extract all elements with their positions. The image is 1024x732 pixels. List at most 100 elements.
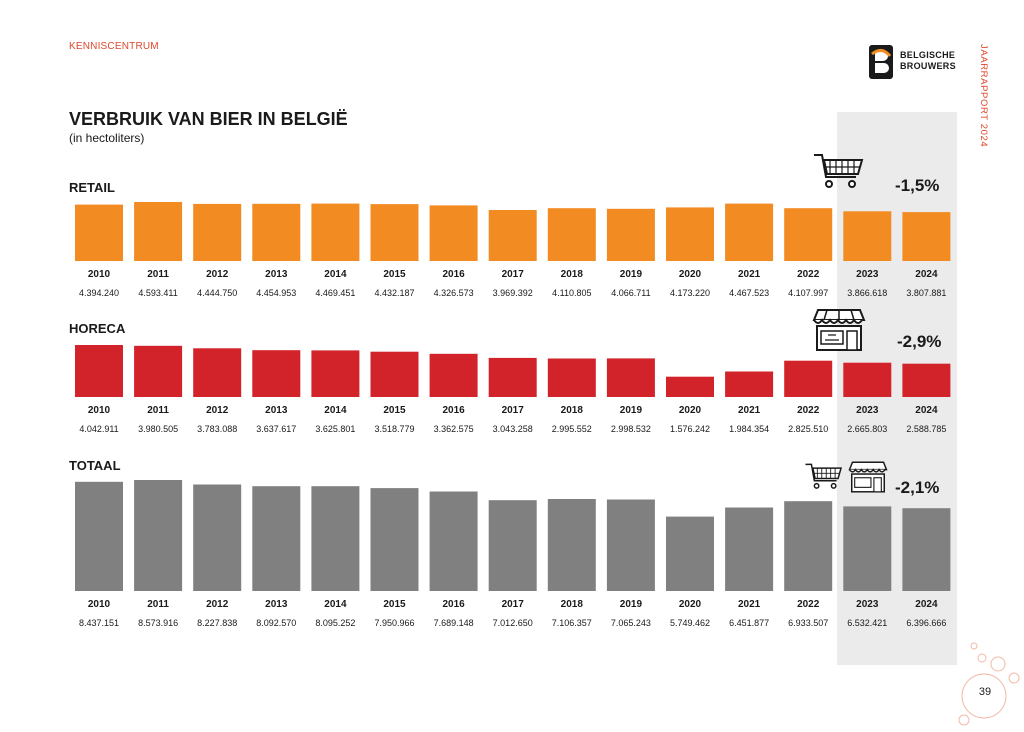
- horeca-year-label-2016: 2016: [442, 405, 465, 416]
- totaal-bar-2023: [843, 506, 892, 591]
- retail-value-label-2012: 4.444.750: [197, 288, 237, 298]
- logo-line-2: BROUWERS: [900, 61, 956, 71]
- totaal-value-label-2013: 8.092.570: [256, 618, 296, 628]
- horeca-value-label-2020: 1.576.242: [670, 424, 710, 434]
- retail-value-label-2011: 4.593.411: [138, 288, 177, 298]
- retail-year-label-2022: 2022: [797, 269, 820, 280]
- totaal-value-label-2021: 6.451.877: [729, 618, 769, 628]
- retail-bar-2016: [429, 205, 478, 261]
- totaal-value-label-2022: 6.933.507: [788, 618, 828, 628]
- storefront-small-icon: [848, 461, 888, 493]
- horeca-value-label-2016: 3.362.575: [434, 424, 474, 434]
- retail-bar-2013: [252, 203, 301, 261]
- horeca-value-label-2017: 3.043.258: [493, 424, 533, 434]
- decorative-circles-icon: [958, 642, 1020, 726]
- retail-value-label-2017: 3.969.392: [493, 288, 533, 298]
- retail-change: -1,5%: [895, 176, 940, 195]
- totaal-year-label-2016: 2016: [442, 599, 465, 610]
- totaal-year-label-2012: 2012: [206, 599, 229, 610]
- totaal-year-label-2011: 2011: [147, 599, 169, 610]
- header-label: KENNISCENTRUM: [69, 41, 159, 52]
- cart-icon: [805, 463, 843, 489]
- totaal-bar-2021: [725, 507, 774, 591]
- horeca-bar-2019: [606, 358, 655, 397]
- horeca-year-label-2022: 2022: [797, 405, 820, 416]
- horeca-bar-2010: [75, 345, 123, 397]
- horeca-year-label-2021: 2021: [738, 405, 761, 416]
- horeca-value-label-2024: 2.588.785: [906, 424, 946, 434]
- retail-year-label-2023: 2023: [856, 269, 879, 280]
- totaal-value-label-2023: 6.532.421: [847, 618, 887, 628]
- totaal-bar-2017: [488, 500, 537, 591]
- retail-value-label-2022: 4.107.997: [788, 288, 828, 298]
- horeca-year-label-2018: 2018: [561, 405, 584, 416]
- retail-value-label-2023: 3.866.618: [847, 288, 887, 298]
- horeca-year-label-2015: 2015: [383, 405, 406, 416]
- totaal-value-label-2015: 7.950.966: [374, 618, 414, 628]
- horeca-value-label-2011: 3.980.505: [138, 424, 178, 434]
- horeca-bar-2021: [725, 371, 774, 397]
- totaal-label: TOTAAL: [69, 458, 121, 473]
- retail-bar-2019: [606, 208, 655, 261]
- horeca-value-label-2019: 2.998.532: [611, 424, 651, 434]
- retail-bar-2012: [193, 203, 242, 261]
- retail-bar-2015: [370, 204, 419, 261]
- retail-bar-2021: [725, 203, 774, 261]
- totaal-bar-2022: [784, 501, 833, 591]
- totaal-bar-2010: [75, 481, 123, 591]
- totaal-year-label-2017: 2017: [502, 599, 525, 610]
- horeca-bar-2012: [193, 348, 242, 397]
- horeca-year-label-2020: 2020: [679, 405, 702, 416]
- horeca-year-label-2023: 2023: [856, 405, 879, 416]
- retail-year-label-2011: 2011: [147, 269, 169, 280]
- retail-value-label-2021: 4.467.523: [729, 288, 769, 298]
- totaal-value-label-2018: 7.106.357: [552, 618, 592, 628]
- page-title: VERBRUIK VAN BIER IN BELGIË: [69, 109, 348, 129]
- retail-value-label-2015: 4.432.187: [374, 288, 414, 298]
- horeca-bar-2020: [666, 376, 714, 397]
- totaal-value-label-2012: 8.227.838: [197, 618, 237, 628]
- totaal-year-label-2018: 2018: [561, 599, 584, 610]
- horeca-change: -2,9%: [897, 332, 942, 351]
- storefront-icon: [812, 309, 866, 351]
- retail-value-label-2016: 4.326.573: [434, 288, 474, 298]
- totaal-value-label-2020: 5.749.462: [670, 618, 710, 628]
- totaal-bar-2012: [193, 484, 242, 591]
- totaal-value-label-2024: 6.396.666: [906, 618, 946, 628]
- totaal-bar-2016: [429, 491, 478, 591]
- horeca-value-label-2023: 2.665.803: [847, 424, 887, 434]
- retail-value-label-2018: 4.110.805: [552, 288, 591, 298]
- totaal-value-label-2010: 8.437.151: [79, 618, 119, 628]
- horeca-year-label-2010: 2010: [88, 405, 111, 416]
- totaal-bar-2015: [370, 488, 419, 591]
- page-subtitle: (in hectoliters): [69, 131, 145, 145]
- horeca-year-label-2019: 2019: [620, 405, 643, 416]
- logo-text: BELGISCHE BROUWERS: [900, 50, 956, 72]
- totaal-year-label-2013: 2013: [265, 599, 288, 610]
- totaal-change: -2,1%: [895, 478, 940, 497]
- horeca-year-label-2013: 2013: [265, 405, 288, 416]
- horeca-bar-2014: [311, 350, 360, 397]
- retail-year-label-2024: 2024: [915, 269, 938, 280]
- retail-year-label-2020: 2020: [679, 269, 702, 280]
- side-label: JAARRAPPORT 2024: [978, 44, 989, 148]
- horeca-bar-2018: [547, 358, 596, 397]
- horeca-bar-2017: [488, 357, 537, 397]
- logo-line-1: BELGISCHE: [900, 50, 956, 60]
- totaal-year-label-2019: 2019: [620, 599, 643, 610]
- horeca-value-label-2018: 2.995.552: [552, 424, 592, 434]
- horeca-bar-2015: [370, 351, 419, 397]
- totaal-year-label-2010: 2010: [88, 599, 111, 610]
- horeca-bar-2022: [784, 360, 833, 397]
- retail-year-label-2015: 2015: [383, 269, 406, 280]
- shopping-cart-icon: [814, 154, 864, 188]
- horeca-value-label-2015: 3.518.779: [374, 424, 414, 434]
- totaal-year-label-2020: 2020: [679, 599, 702, 610]
- retail-bar-2023: [843, 211, 892, 261]
- totaal-bar-2020: [666, 516, 714, 591]
- retail-bar-2011: [134, 202, 183, 261]
- horeca-label: HORECA: [69, 321, 126, 336]
- retail-year-label-2017: 2017: [502, 269, 525, 280]
- brewer-b-logo-icon: [869, 45, 893, 79]
